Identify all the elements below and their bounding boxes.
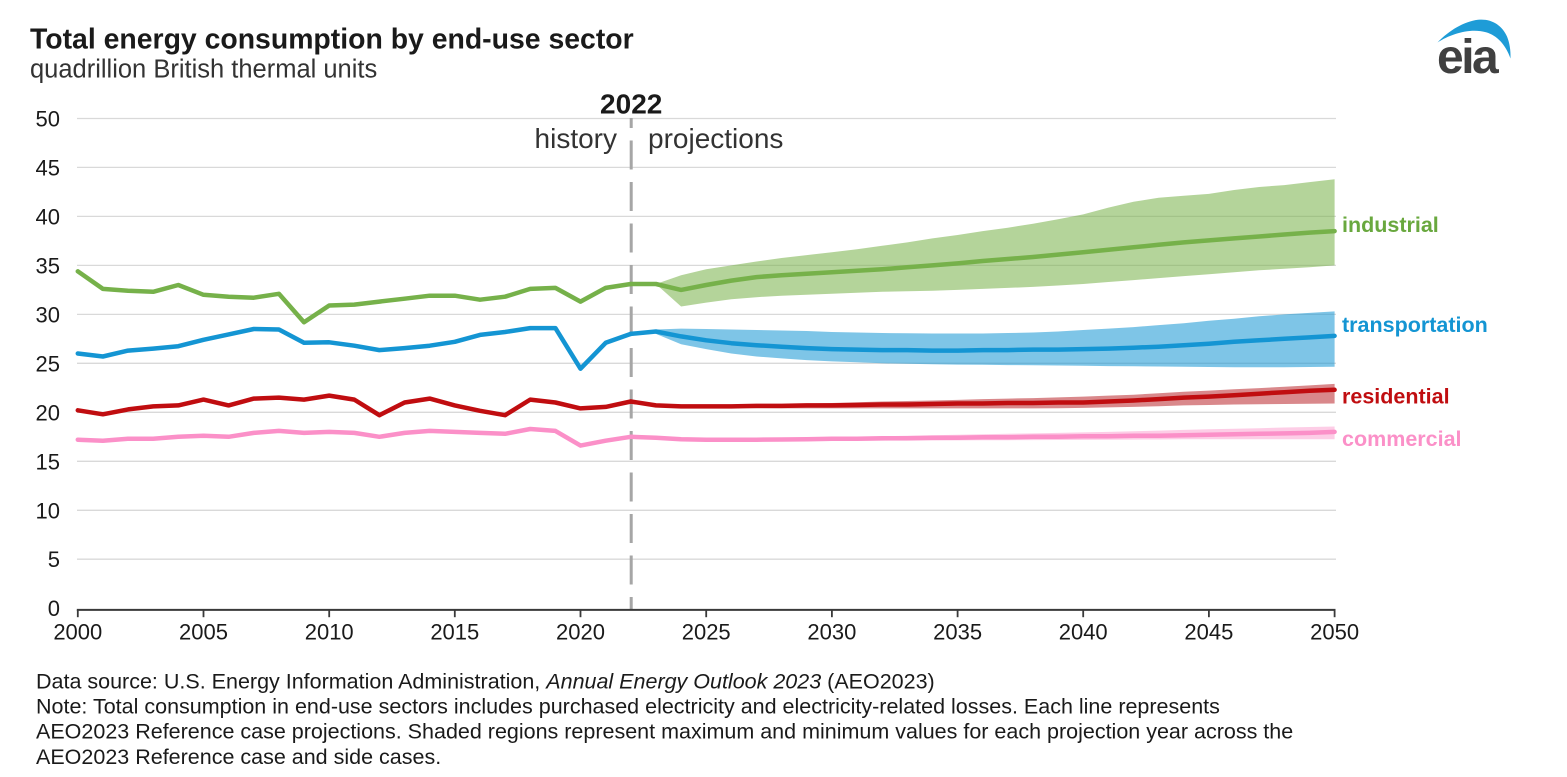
svg-text:residential: residential [1342,385,1450,409]
svg-text:commercial: commercial [1342,427,1462,451]
svg-text:2045: 2045 [1184,620,1233,645]
svg-text:AEO2023 Reference case project: AEO2023 Reference case projections. Shad… [36,720,1293,744]
svg-text:5: 5 [48,547,60,572]
svg-text:transportation: transportation [1342,313,1488,337]
svg-text:0: 0 [48,596,60,621]
svg-text:Note: Total consumption in end: Note: Total consumption in end-use secto… [36,695,1220,719]
svg-text:2010: 2010 [305,620,354,645]
svg-text:25: 25 [36,351,60,376]
svg-text:50: 50 [36,107,60,132]
svg-text:35: 35 [36,253,60,278]
svg-text:30: 30 [36,302,60,327]
svg-text:industrial: industrial [1342,213,1439,237]
svg-text:eia: eia [1437,31,1499,84]
svg-text:40: 40 [36,204,60,229]
svg-text:20: 20 [36,400,60,425]
svg-text:AEO2023 Reference case and sid: AEO2023 Reference case and side cases. [36,745,441,769]
svg-text:2015: 2015 [430,620,479,645]
svg-text:quadrillion British thermal un: quadrillion British thermal units [30,56,377,84]
svg-text:2040: 2040 [1059,620,1108,645]
svg-text:45: 45 [36,155,60,180]
svg-text:2035: 2035 [933,620,982,645]
svg-text:2025: 2025 [682,620,731,645]
svg-text:2005: 2005 [179,620,228,645]
svg-text:2030: 2030 [807,620,856,645]
svg-text:2000: 2000 [53,620,102,645]
svg-text:10: 10 [36,498,60,523]
svg-text:15: 15 [36,449,60,474]
svg-text:2050: 2050 [1310,620,1359,645]
svg-text:history: history [535,123,617,154]
svg-text:2020: 2020 [556,620,605,645]
svg-text:Data source: U.S. Energy Infor: Data source: U.S. Energy Information Adm… [36,669,935,693]
svg-text:2022: 2022 [600,89,662,120]
svg-text:Total energy consumption by en: Total energy consumption by end-use sect… [30,24,634,56]
svg-text:projections: projections [648,123,783,154]
